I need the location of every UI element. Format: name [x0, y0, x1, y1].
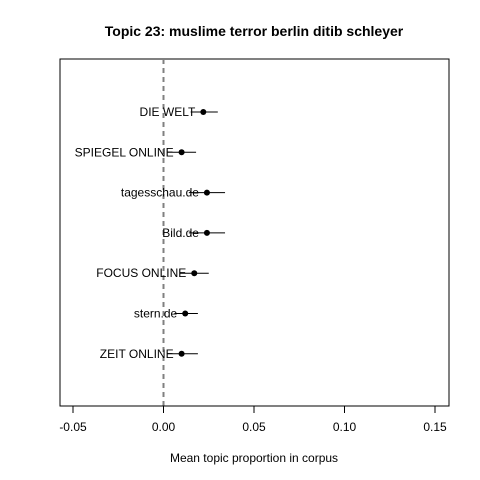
x-tick-label: 0.05: [242, 420, 266, 434]
point-estimate: [203, 229, 210, 236]
category-label: stern.de: [134, 307, 178, 321]
chart-title: Topic 23: muslime terror berlin ditib sc…: [105, 23, 404, 39]
point-estimate: [203, 189, 210, 196]
x-axis: -0.05 0.00 0.05 0.10 0.15: [59, 405, 447, 434]
x-axis-label: Mean topic proportion in corpus: [170, 451, 338, 465]
category-label: SPIEGEL ONLINE: [75, 145, 174, 159]
category-label: tagesschau.de: [121, 186, 199, 200]
point-estimate: [178, 350, 185, 357]
x-tick-label: 0.00: [152, 420, 176, 434]
category-label: ZEIT ONLINE: [100, 347, 174, 361]
x-tick-label: 0.10: [333, 420, 357, 434]
x-tick-label: -0.05: [59, 420, 87, 434]
category-label: Bild.de: [162, 226, 199, 240]
point-estimate: [182, 310, 189, 317]
point-estimate: [178, 149, 185, 156]
category-label: DIE WELT: [140, 105, 196, 119]
x-tick-label: 0.15: [423, 420, 447, 434]
estimates-group: DIE WELT SPIEGEL ONLINE tagesschau.de Bild.…: [75, 105, 226, 361]
point-estimate: [191, 270, 198, 277]
point-estimate: [200, 109, 207, 115]
category-label: FOCUS ONLINE: [96, 266, 186, 280]
